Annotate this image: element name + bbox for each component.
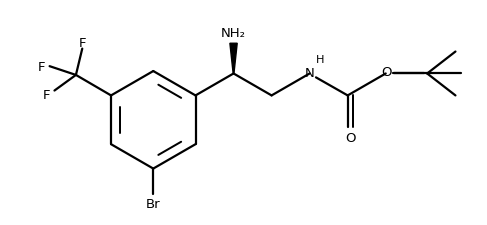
Text: N: N <box>305 67 315 80</box>
Text: Br: Br <box>146 197 161 210</box>
Text: H: H <box>316 55 325 65</box>
Text: F: F <box>78 37 86 50</box>
Text: F: F <box>38 60 45 73</box>
Text: F: F <box>43 89 51 102</box>
Text: NH₂: NH₂ <box>221 27 246 40</box>
Text: O: O <box>345 132 356 145</box>
Text: O: O <box>381 65 392 78</box>
Polygon shape <box>230 44 237 74</box>
